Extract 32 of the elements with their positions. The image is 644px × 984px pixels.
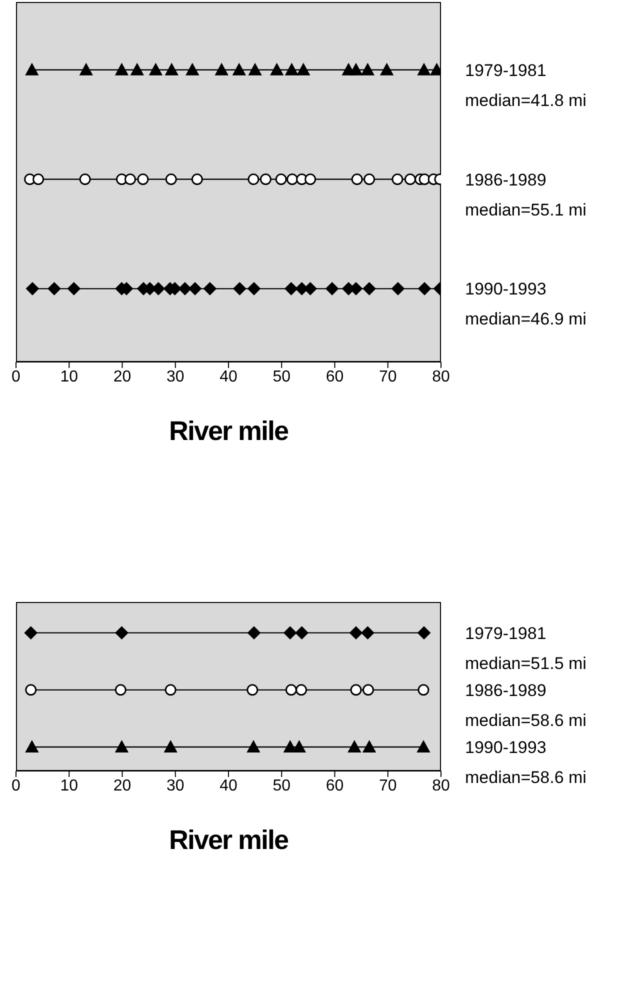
- x-tick-label: 30: [166, 368, 184, 386]
- x-tick-label: 40: [220, 777, 238, 794]
- x-tick-label: 60: [326, 777, 344, 794]
- x-tick-label: 30: [166, 777, 184, 794]
- x-tick-label: 40: [220, 368, 238, 386]
- y-tick-label: 1986-1989: [465, 170, 546, 190]
- text: median=58.6 mi: [465, 710, 586, 730]
- x-tick-label: 70: [378, 368, 397, 386]
- y-tick-label: 1986-1989: [465, 680, 546, 700]
- text: median=51.5 mi: [465, 654, 586, 673]
- x-tick-label: 0: [12, 777, 21, 794]
- x-tick-label: 80: [432, 368, 450, 386]
- x-tick-label: 70: [378, 777, 397, 794]
- y-tick-label: 1979-1981: [465, 60, 546, 80]
- x-tick-label: 10: [60, 777, 78, 794]
- x-tick-label: 60: [326, 368, 344, 386]
- y-tick-label: 1990-1993: [465, 738, 546, 758]
- x-tick-label: 20: [113, 777, 132, 794]
- text: median=55.1 mi: [465, 200, 586, 220]
- x-tick-label: 0: [12, 368, 21, 386]
- x-tick-label: 50: [272, 777, 291, 794]
- x-tick-label: 50: [272, 368, 291, 386]
- x-axis-title: River mile: [168, 825, 290, 856]
- text: median=58.6 mi: [465, 768, 586, 788]
- y-tick-label: 1990-1993: [465, 280, 546, 299]
- x-tick-label: 80: [432, 777, 450, 794]
- x-tick-label: 10: [60, 368, 78, 386]
- text: median=41.8 mi: [465, 90, 586, 110]
- x-axis-title: River mile: [168, 416, 290, 447]
- x-tick-label: 20: [113, 368, 132, 386]
- text: median=46.9 mi: [465, 310, 586, 329]
- y-tick-label: 1979-1981: [465, 624, 546, 643]
